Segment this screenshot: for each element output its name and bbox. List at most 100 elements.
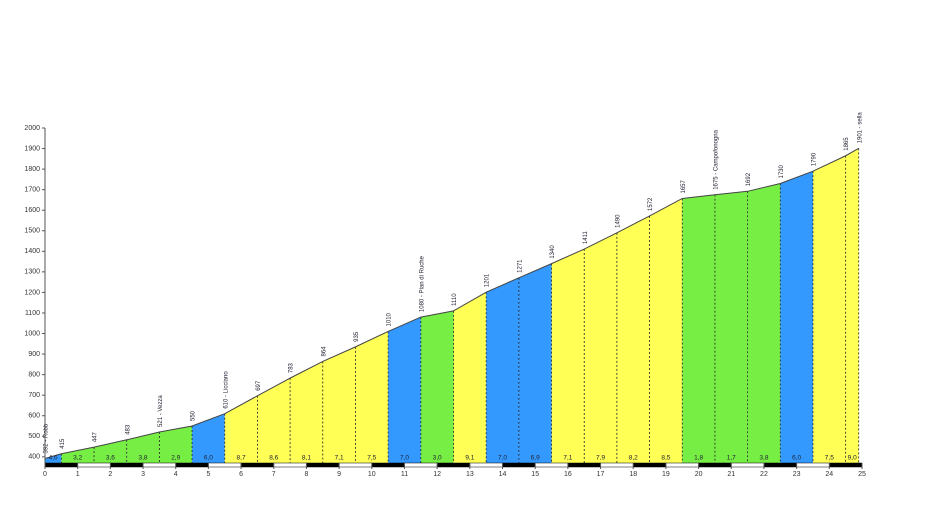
segment bbox=[290, 361, 323, 463]
vertex-label: 392 - Robb bbox=[44, 423, 50, 453]
grade-label: 9,1 bbox=[465, 455, 474, 462]
vertex-label: 447 bbox=[93, 432, 99, 443]
x-tick-label: 14 bbox=[499, 471, 507, 478]
grade-label: 7,5 bbox=[825, 455, 834, 462]
y-tick-label: 2000 bbox=[24, 125, 40, 132]
x-tick-label: 5 bbox=[206, 471, 210, 478]
grade-label: 3,8 bbox=[759, 455, 768, 462]
segment bbox=[812, 155, 846, 463]
vertex-label: 1271 bbox=[517, 259, 523, 273]
vertex-label: 521 - Vezza bbox=[158, 395, 164, 427]
segment bbox=[224, 395, 258, 463]
grade-label: 6,9 bbox=[531, 455, 540, 462]
y-tick-label: 1100 bbox=[25, 310, 40, 317]
y-tick-label: 700 bbox=[28, 392, 40, 399]
grade-label: 7,0 bbox=[498, 455, 507, 462]
segment bbox=[257, 378, 291, 463]
grade-label: 2,9 bbox=[171, 455, 180, 462]
km-stripe bbox=[469, 462, 503, 468]
grade-label: 8,2 bbox=[629, 455, 638, 462]
grade-label: 4,6 bbox=[49, 455, 58, 462]
vertex-label: 1010 bbox=[387, 312, 393, 326]
km-stripe bbox=[829, 462, 863, 468]
km-stripe bbox=[142, 462, 176, 468]
vertex-label: 1110 bbox=[452, 293, 458, 306]
km-stripe bbox=[534, 462, 569, 468]
km-stripe bbox=[731, 462, 765, 468]
km-stripe bbox=[796, 462, 830, 468]
km-stripe bbox=[110, 462, 144, 468]
segment bbox=[192, 413, 225, 463]
vertex-label: 1340 bbox=[550, 245, 556, 259]
profile-line bbox=[44, 147, 859, 459]
vertex-label: 864 bbox=[321, 346, 327, 357]
vertex-label: 1730 bbox=[779, 164, 785, 178]
segment bbox=[747, 183, 781, 464]
segment bbox=[420, 310, 454, 463]
grade-label: 7,1 bbox=[563, 455, 572, 462]
segment bbox=[61, 447, 95, 463]
segment bbox=[486, 277, 519, 463]
km-stripe bbox=[600, 462, 634, 468]
vertex-label: 1657 bbox=[681, 179, 687, 193]
km-stripe bbox=[44, 462, 78, 468]
x-tick-label: 6 bbox=[239, 471, 243, 478]
vertex-label: 610 - Licciano bbox=[223, 371, 229, 409]
segment bbox=[584, 232, 617, 463]
km-stripe bbox=[665, 462, 699, 468]
vertex-label: 1790 bbox=[812, 152, 818, 166]
grade-label: 1,7 bbox=[727, 455, 736, 462]
vertex-label: 1490 bbox=[615, 214, 621, 228]
segment bbox=[682, 194, 715, 463]
vertex-label: 1675 - Campofonogna bbox=[714, 129, 720, 189]
grade-label: 7,9 bbox=[596, 455, 605, 462]
grade-label: 1,8 bbox=[694, 455, 703, 462]
y-tick-label: 1200 bbox=[24, 289, 40, 296]
km-stripe bbox=[763, 462, 797, 468]
km-stripe bbox=[208, 462, 242, 468]
y-tick-label: 500 bbox=[28, 433, 40, 440]
x-tick-label: 13 bbox=[466, 471, 474, 478]
x-tick-label: 8 bbox=[304, 471, 308, 478]
grade-label: 3,0 bbox=[433, 455, 442, 462]
y-tick-label: 1800 bbox=[24, 166, 40, 173]
km-stripe bbox=[436, 462, 471, 468]
segment bbox=[453, 292, 487, 463]
grade-label: 6,0 bbox=[204, 455, 213, 462]
vertex-label: 415 bbox=[60, 438, 66, 449]
segment bbox=[616, 215, 650, 463]
x-tick-label: 11 bbox=[401, 471, 408, 478]
km-stripe bbox=[273, 462, 307, 468]
vertex-label: 697 bbox=[256, 380, 262, 391]
grade-label: 8,6 bbox=[269, 455, 278, 462]
segment bbox=[126, 431, 160, 463]
vertex-label: 483 bbox=[125, 424, 131, 435]
vertex-label: 783 bbox=[289, 362, 295, 373]
segment bbox=[649, 198, 683, 463]
segment bbox=[780, 171, 813, 463]
km-stripe bbox=[175, 462, 209, 468]
grade-label: 8,1 bbox=[302, 455, 311, 462]
x-tick-label: 23 bbox=[793, 471, 801, 478]
segment bbox=[518, 263, 552, 463]
x-tick-label: 25 bbox=[858, 471, 866, 478]
x-tick-label: 16 bbox=[564, 471, 572, 478]
km-stripe bbox=[632, 462, 667, 468]
y-tick-label: 1400 bbox=[24, 248, 40, 255]
x-tick-label: 22 bbox=[760, 471, 768, 478]
segment bbox=[355, 331, 389, 463]
km-stripe bbox=[240, 462, 275, 468]
vertex-label: 1080 - Pian di Ruche bbox=[419, 255, 425, 312]
segment bbox=[388, 317, 421, 463]
vertex-label: 935 bbox=[354, 331, 360, 342]
y-tick-label: 400 bbox=[28, 454, 40, 461]
km-stripe bbox=[404, 462, 438, 468]
grade-label: 6,0 bbox=[792, 455, 801, 462]
km-stripe bbox=[77, 462, 111, 468]
grade-label: 3,2 bbox=[73, 455, 82, 462]
km-stripe bbox=[338, 462, 373, 468]
segment bbox=[45, 453, 62, 463]
x-tick-label: 12 bbox=[433, 471, 441, 478]
vertex-label: 1572 bbox=[648, 197, 654, 211]
